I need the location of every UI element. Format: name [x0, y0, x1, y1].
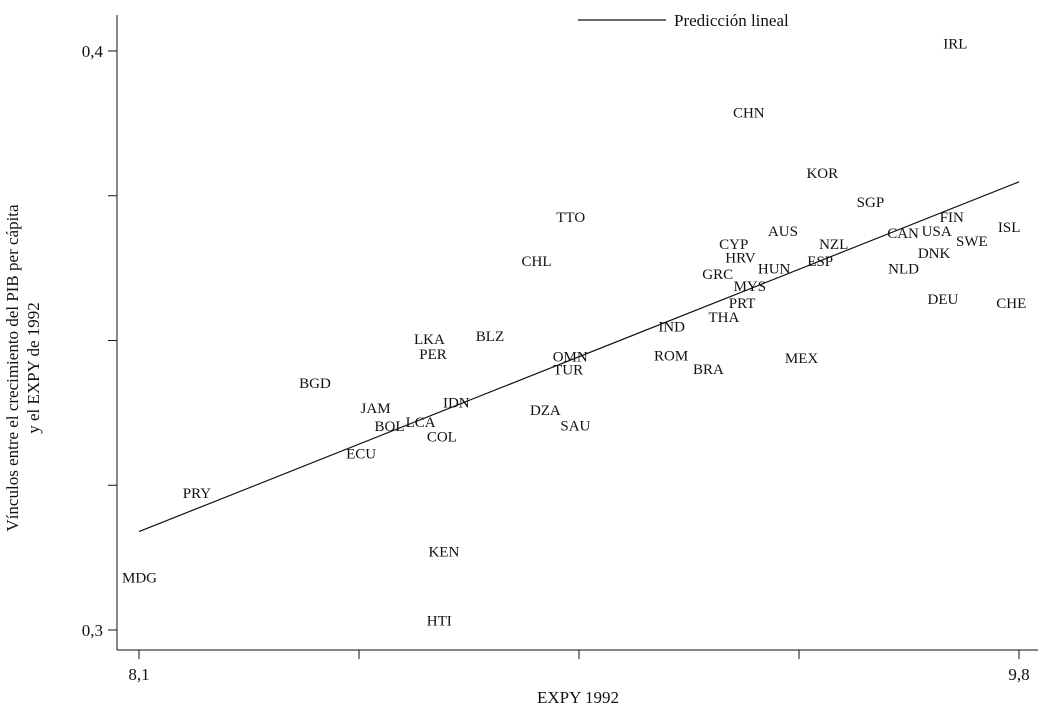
data-point-label: AUS: [768, 224, 798, 240]
data-point-label: KOR: [806, 166, 838, 182]
y-tick-label: 0,4: [82, 42, 104, 61]
legend-label: Predicción lineal: [674, 11, 789, 30]
y-tick-label: 0,3: [82, 621, 103, 640]
data-point-label: KEN: [428, 544, 459, 560]
data-point-label: MEX: [785, 351, 819, 367]
x-tick-label: 8,1: [128, 665, 149, 684]
data-point-label: USA: [922, 224, 952, 240]
data-point-label: DEU: [927, 292, 958, 308]
data-point-label: IND: [658, 320, 685, 336]
data-point-label: HTI: [427, 614, 452, 630]
x-axis-title: EXPY 1992: [537, 688, 619, 707]
data-point-label: PRT: [729, 296, 756, 312]
data-point-label: SGP: [857, 195, 885, 211]
data-point-label: CAN: [887, 226, 919, 242]
data-point-label: PRY: [183, 486, 212, 502]
data-point-label: ISL: [998, 220, 1021, 236]
legend: Predicción lineal: [578, 11, 789, 30]
data-point-label: CYP: [719, 237, 748, 253]
data-point-label: OMN: [553, 350, 588, 366]
data-point-label: JAM: [361, 401, 391, 417]
data-point-label: DZA: [530, 403, 561, 419]
data-point-label: IRL: [943, 36, 967, 52]
y-axis-title-line-2: y el EXPY de 1992: [24, 302, 43, 434]
data-point-label: NZL: [819, 237, 848, 253]
y-axis-ticks: 0,3 0,4: [82, 42, 117, 640]
linear-prediction-line: [138, 181, 1020, 533]
data-point-label: LCA: [406, 415, 436, 431]
data-point-label: CHE: [996, 296, 1026, 312]
data-point-label: LKA: [414, 332, 445, 348]
data-point-label: DNK: [918, 246, 951, 262]
data-point-label: TUR: [553, 362, 583, 378]
y-axis-title-line-1: Vínculos entre el crecimiento del PIB pe…: [3, 204, 22, 532]
data-point-label: BRA: [693, 362, 724, 378]
data-point-label: HUN: [758, 262, 791, 278]
x-tick-label: 9,8: [1008, 665, 1029, 684]
data-point-label: HRV: [725, 251, 756, 267]
data-point-label: TTO: [556, 210, 585, 226]
data-point-label: ROM: [654, 349, 688, 365]
data-point-label: COL: [427, 430, 457, 446]
data-point-label: MDG: [122, 570, 157, 586]
data-point-label: SAU: [560, 419, 590, 435]
data-point-label: ESP: [807, 254, 833, 270]
data-point-label: BLZ: [476, 329, 504, 345]
data-point-label: BGD: [299, 376, 331, 392]
data-point-label: SWE: [956, 234, 988, 250]
data-point-label: MYS: [734, 279, 767, 295]
y-axis-title: Vínculos entre el crecimiento del PIB pe…: [3, 204, 43, 532]
data-point-label: CHN: [733, 105, 765, 121]
data-point-label: NLD: [888, 262, 919, 278]
data-point-label: IDN: [443, 395, 470, 411]
data-point-label: BOL: [375, 419, 405, 435]
data-point-label: ECU: [346, 446, 376, 462]
data-point-label: CHL: [522, 254, 552, 270]
data-point-label: GRC: [702, 267, 733, 283]
data-point-label: PER: [419, 347, 447, 363]
data-point-label: FIN: [940, 210, 964, 226]
x-axis-ticks: 8,1 9,8: [128, 650, 1030, 684]
data-point-label: THA: [709, 310, 740, 326]
